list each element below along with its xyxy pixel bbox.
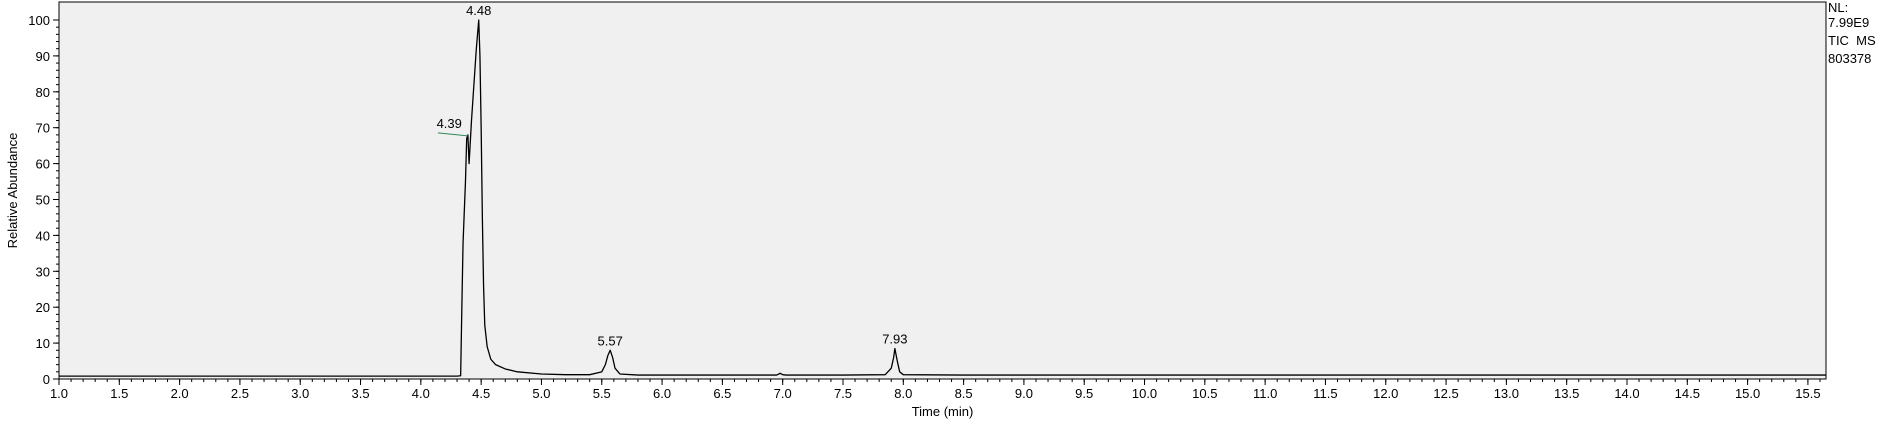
peak-label: 4.48 — [466, 3, 491, 18]
x-tick-label: 13.5 — [1554, 386, 1579, 401]
x-tick-label: 5.5 — [593, 386, 611, 401]
x-tick-label: 13.0 — [1494, 386, 1519, 401]
x-tick-label: 10.0 — [1132, 386, 1157, 401]
x-tick-label: 15.0 — [1735, 386, 1760, 401]
y-tick-label: 0 — [43, 372, 50, 387]
x-tick-label: 11.0 — [1253, 386, 1277, 401]
x-tick-label: 1.0 — [50, 386, 68, 401]
peak-label: 5.57 — [598, 333, 623, 348]
y-tick-label: 80 — [36, 85, 50, 100]
sample-id: 803378 — [1828, 51, 1872, 66]
peak-label: 4.39 — [437, 116, 462, 131]
x-tick-label: 5.0 — [532, 386, 550, 401]
x-tick-label: 3.0 — [291, 386, 309, 401]
y-tick-label: 70 — [36, 121, 50, 136]
x-tick-label: 1.5 — [110, 386, 128, 401]
x-tick-label: 7.0 — [774, 386, 792, 401]
y-tick-label: 20 — [36, 300, 50, 315]
x-tick-label: 14.0 — [1614, 386, 1639, 401]
peak-label: 7.93 — [882, 331, 907, 346]
x-axis-title: Time (min) — [912, 404, 974, 419]
x-tick-label: 9.0 — [1015, 386, 1033, 401]
plot-area — [58, 1, 1827, 380]
y-tick-label: 10 — [36, 336, 50, 351]
peak-label-leader — [437, 132, 468, 137]
nl-value: 7.99E9 — [1828, 15, 1870, 30]
x-tick-label: 8.0 — [894, 386, 912, 401]
x-tick-label: 6.5 — [713, 386, 731, 401]
x-tick-label: 12.0 — [1373, 386, 1398, 401]
y-axis-title: Relative Abundance — [5, 133, 20, 249]
x-tick-label: 15.5 — [1795, 386, 1820, 401]
x-tick-label: 10.5 — [1192, 386, 1217, 401]
x-tick-label: 6.0 — [653, 386, 671, 401]
x-tick-label: 4.0 — [412, 386, 430, 401]
x-tick-label: 4.5 — [472, 386, 490, 401]
y-tick-label: 90 — [36, 49, 50, 64]
x-tick-label: 11.5 — [1313, 386, 1337, 401]
x-tick-label: 9.5 — [1075, 386, 1093, 401]
tic-trace-line — [59, 19, 1826, 377]
y-tick-label: 30 — [36, 264, 50, 279]
y-tick-label: 50 — [36, 193, 50, 208]
x-tick-label: 2.5 — [231, 386, 249, 401]
scan-type-label: TIC MS — [1828, 33, 1876, 48]
series-group — [59, 19, 1826, 377]
x-tick-label: 14.5 — [1675, 386, 1700, 401]
peak-labels: 4.39 4.48 5.57 7.93 — [437, 3, 908, 348]
y-tick-label: 60 — [36, 157, 50, 172]
nl-label: NL: — [1828, 0, 1849, 15]
y-tick-label: 40 — [36, 228, 50, 243]
axes: 1.0 1.5 2.0 2.5 3.0 3.5 4.0 4.5 5.0 5.5 6.0 6.5 7.0 7… — [28, 13, 1820, 401]
x-tick-label: 3.5 — [351, 386, 369, 401]
y-tick-label: 100 — [28, 13, 50, 28]
x-tick-label: 8.5 — [955, 386, 973, 401]
x-tick-label: 12.5 — [1433, 386, 1458, 401]
x-tick-label: 2.0 — [171, 386, 189, 401]
x-tick-label: 7.5 — [834, 386, 852, 401]
